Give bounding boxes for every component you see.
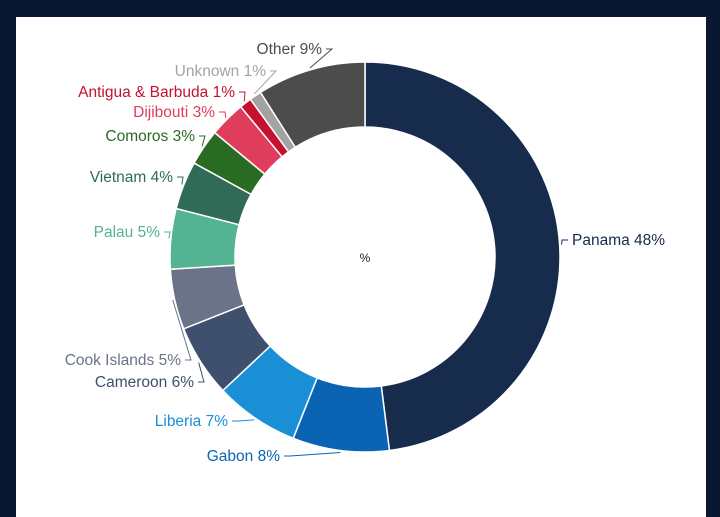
- leader-lines-group: [164, 48, 568, 457]
- chart-card: Panama 48% Gabon 8% Liberia 7% Cameroon 6% C…: [16, 17, 706, 517]
- slices-group: [169, 61, 561, 453]
- data-label-other: Other 9%: [257, 41, 323, 58]
- leader-line-gabon: [284, 451, 341, 457]
- slice-panama[interactable]: [364, 61, 561, 452]
- data-label-dijibouti: Dijibouti 3%: [133, 104, 215, 121]
- leader-line-liberia: [232, 419, 255, 422]
- data-label-cameroon: Cameroon 6%: [95, 374, 194, 391]
- leader-line-panama: [561, 239, 568, 245]
- leader-line-unknown: [253, 70, 278, 95]
- data-label-liberia: Liberia 7%: [155, 413, 228, 430]
- leader-line-comoros: [199, 135, 206, 147]
- data-label-unknown: Unknown 1%: [175, 63, 267, 80]
- leader-line-dijibouti: [219, 111, 227, 118]
- leader-line-cameroon: [198, 362, 205, 383]
- donut-chart: Panama 48% Gabon 8% Liberia 7% Cameroon 6% C…: [65, 41, 666, 465]
- leader-line-other: [309, 48, 334, 69]
- data-label-gabon: Gabon 8%: [207, 448, 280, 465]
- data-label-vietnam: Vietnam 4%: [90, 169, 174, 186]
- data-label-palau: Palau 5%: [94, 224, 161, 241]
- slice-other[interactable]: [259, 61, 366, 149]
- leader-line-antigua-barbuda: [239, 91, 246, 102]
- data-label-panama: Panama 48%: [572, 232, 665, 249]
- leader-line-vietnam: [177, 176, 184, 185]
- leader-line-palau: [164, 231, 171, 239]
- data-label-cook-islands: Cook Islands 5%: [65, 352, 182, 369]
- data-label-antigua-barbuda: Antigua & Barbuda 1%: [78, 84, 235, 101]
- leader-line-cook-islands: [172, 299, 192, 361]
- labels-group: Panama 48% Gabon 8% Liberia 7% Cameroon 6% C…: [65, 41, 666, 465]
- data-label-comoros: Comoros 3%: [105, 128, 195, 145]
- center-label: %: [360, 251, 371, 265]
